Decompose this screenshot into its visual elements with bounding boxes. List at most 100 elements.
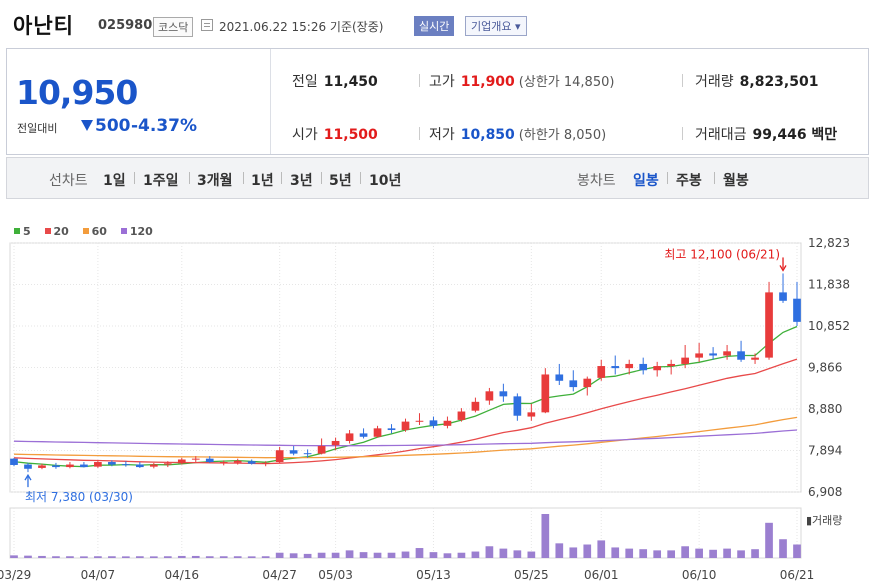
- volume-bar: [331, 552, 340, 558]
- candle-body: [401, 421, 410, 431]
- volume-bar: [108, 556, 116, 558]
- lower-limit: (하한가 8,050): [518, 128, 607, 143]
- volume-bar: [275, 552, 284, 558]
- candle-body: [485, 391, 494, 401]
- open-price: 시가 11,500: [292, 124, 378, 144]
- prev-close-value: 11,450: [323, 74, 378, 90]
- candle-body: [10, 458, 18, 465]
- change-label: 전일대비: [17, 122, 58, 135]
- volume-bar: [191, 555, 200, 558]
- corp-info-dropdown[interactable]: 기업개요 ▾: [465, 16, 527, 36]
- divider: [419, 127, 420, 140]
- tab-1w[interactable]: 1주일: [143, 173, 179, 189]
- candle-body: [541, 374, 550, 413]
- candle-body: [415, 420, 424, 422]
- volume-bar: [219, 556, 228, 558]
- candle-body: [317, 446, 326, 454]
- x-tick-label: 06/10: [682, 568, 717, 582]
- down-triangle-icon: [81, 120, 93, 131]
- volume-bar: [359, 552, 368, 558]
- candle-body: [303, 453, 312, 455]
- candle-body: [765, 292, 773, 358]
- trade-amount: 거래대금 99,446 백만: [695, 124, 837, 144]
- corp-info-label: 기업개요: [471, 20, 512, 33]
- volume-bar: [625, 548, 634, 558]
- tab-weekly[interactable]: 주봉: [676, 173, 702, 189]
- legend-ma5: 5: [14, 225, 31, 238]
- volume-bar: [345, 550, 354, 558]
- min-arrow-head: [24, 473, 32, 481]
- candle-body: [513, 396, 522, 416]
- volume-bar: [289, 553, 298, 558]
- volume-bar: [653, 550, 662, 558]
- x-tick-label: 04/16: [164, 568, 199, 582]
- y-tick-label: 10,852: [808, 319, 850, 333]
- x-tick-label: 06/01: [584, 568, 619, 582]
- volume-bar: [513, 550, 522, 558]
- volume-bar: [80, 556, 88, 558]
- candle-body: [681, 357, 689, 364]
- tab-1d[interactable]: 1일: [103, 173, 126, 189]
- candle-body: [373, 428, 382, 437]
- volume-bar: [233, 556, 242, 558]
- candle-body: [233, 460, 242, 463]
- y-tick-label: 6,908: [808, 485, 842, 499]
- y-tick-label: 9,866: [808, 360, 842, 374]
- candle-body: [569, 380, 578, 388]
- y-tick-label: 7,894: [808, 443, 842, 457]
- candle-body: [359, 433, 368, 437]
- x-tick-label: 06/21: [780, 568, 815, 582]
- volume-bar: [499, 548, 508, 558]
- volume-bar: [401, 551, 410, 558]
- volume-bar: [709, 549, 717, 558]
- candle-chart-label: 봉차트: [577, 173, 616, 189]
- volume-bar: [387, 552, 396, 558]
- candle-body: [751, 357, 759, 360]
- market-badge: 코스닥: [153, 17, 194, 37]
- candle-body: [737, 351, 745, 360]
- tab-daily[interactable]: 일봉: [633, 173, 659, 189]
- candle-body: [695, 353, 703, 358]
- volume-bar: [737, 550, 745, 558]
- candle-body: [191, 458, 200, 460]
- min-annotation: 최저 7,380 (03/30): [25, 490, 133, 504]
- divider: [419, 74, 420, 87]
- candle-body: [80, 464, 88, 468]
- volume-bar: [122, 556, 130, 558]
- volume-bar: [38, 555, 46, 558]
- volume-bar: [779, 539, 787, 558]
- candle-body: [639, 363, 648, 371]
- candle-body: [387, 428, 396, 431]
- volume-bar: [597, 540, 606, 558]
- tab-10y[interactable]: 10년: [369, 173, 402, 189]
- stock-name: 아난티: [13, 14, 74, 38]
- candle-body: [527, 412, 536, 417]
- change-amount: 500: [95, 116, 131, 136]
- tab-monthly[interactable]: 월봉: [723, 173, 749, 189]
- volume: 거래량 8,823,501: [695, 71, 818, 91]
- candle-body: [345, 433, 354, 441]
- y-tick-label: 12,823: [808, 236, 850, 250]
- max-annotation: 최고 12,100 (06/21): [664, 247, 780, 261]
- volume-bar: [569, 547, 578, 558]
- realtime-button[interactable]: 실시간: [414, 16, 455, 36]
- volume-bar: [541, 514, 550, 558]
- tab-1y[interactable]: 1년: [251, 173, 274, 189]
- y-tick-label: 8,880: [808, 402, 842, 416]
- tab-3y[interactable]: 3년: [290, 173, 313, 189]
- volume-bar: [10, 555, 18, 558]
- volume-bar: [639, 549, 648, 558]
- tab-3m[interactable]: 3개월: [197, 173, 233, 189]
- candle-body: [289, 450, 298, 454]
- volume-bar: [317, 552, 326, 558]
- legend-ma20: 20: [44, 225, 69, 238]
- volume-bar: [681, 546, 689, 558]
- volume-bar: [793, 544, 801, 558]
- candle-body: [135, 464, 144, 468]
- volume-bar: [429, 552, 438, 558]
- candle-body: [108, 462, 116, 465]
- tab-5y[interactable]: 5년: [329, 173, 352, 189]
- volume-bar: [94, 556, 102, 558]
- candle-body: [709, 353, 717, 356]
